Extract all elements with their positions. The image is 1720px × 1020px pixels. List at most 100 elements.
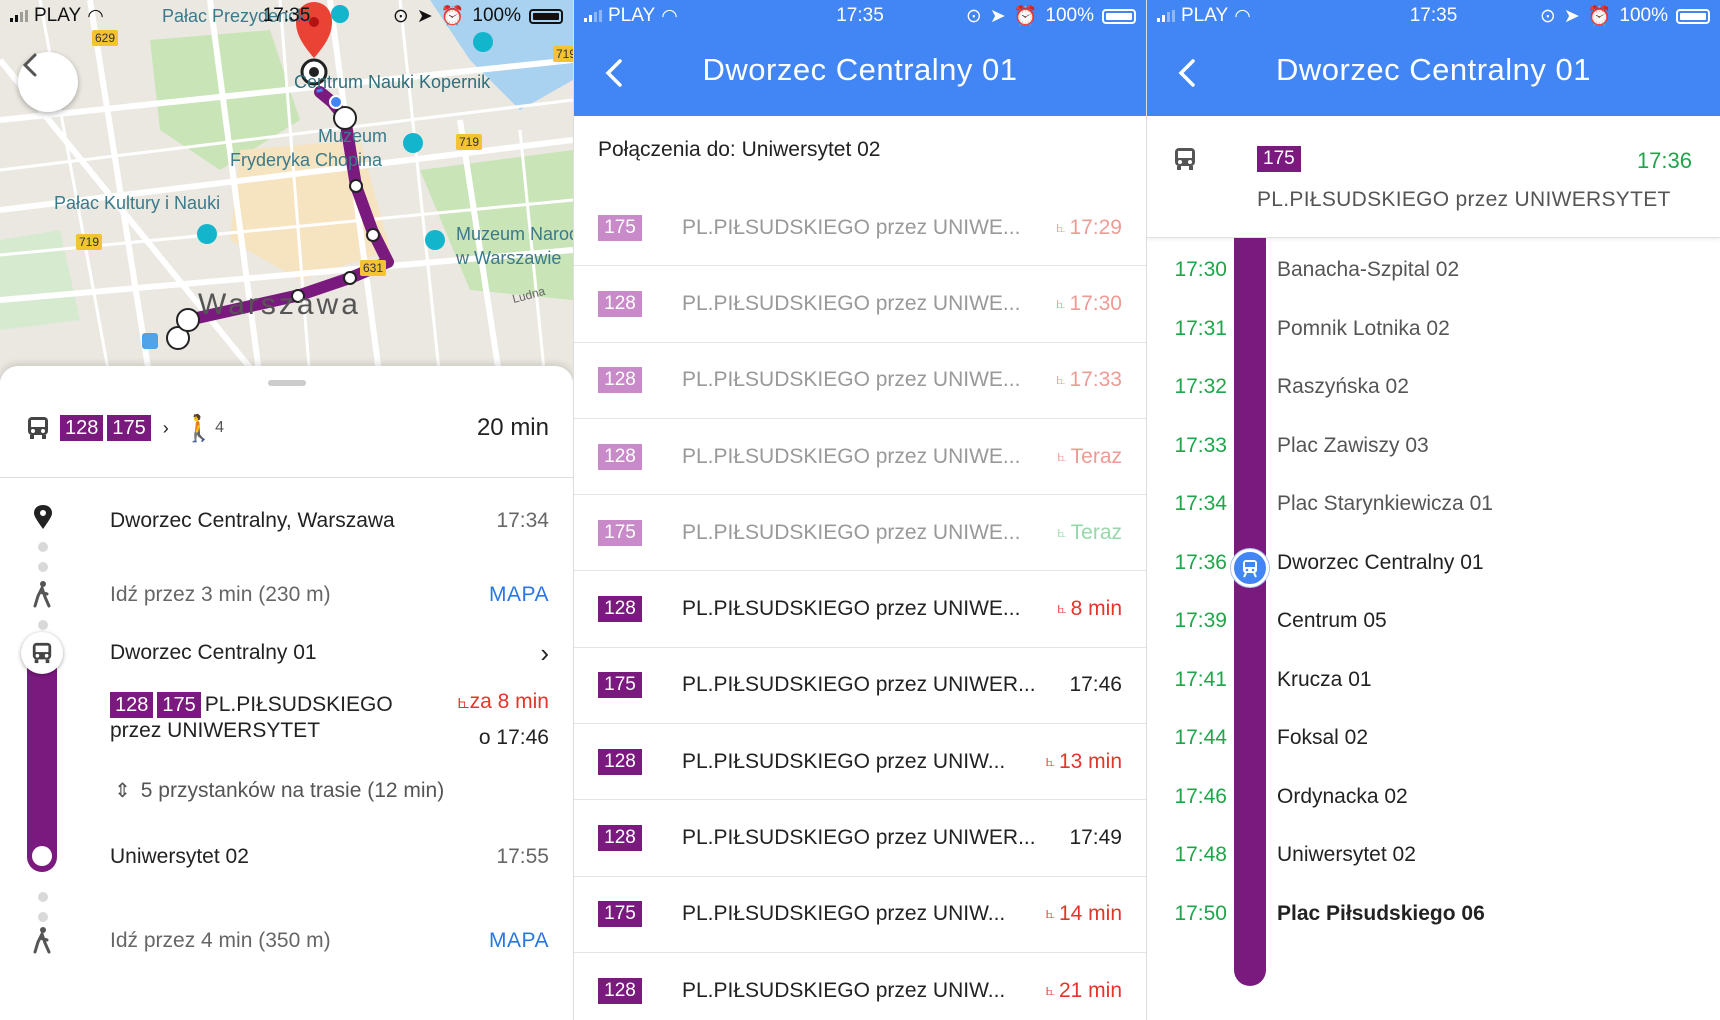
back-button[interactable] [598, 56, 632, 90]
back-button[interactable] [1171, 56, 1205, 90]
walk-step-1: Idź przez 3 min (230 m) MAPA [110, 580, 549, 610]
trip-stop-row[interactable]: 17:36 Dworzec Centralny 01 [1147, 531, 1720, 595]
route-sheet[interactable]: 128 175 › 🚶 4 20 min Dworzec Centralny, … [0, 366, 573, 1020]
app-bar: PLAY ◠ 17:35 ⊙ ➤ ⏰ 100% Dworzec Centraln… [574, 0, 1146, 116]
departure-row[interactable]: 175 PL.PIŁSUDSKIEGO przez UNIWER... 17:46 [574, 648, 1146, 725]
status-bar: PLAY ◠ 17:35 ⊙ ➤ ⏰ 100% [0, 0, 573, 32]
transit-stop-name: Dworzec Centralny 01 [110, 641, 317, 664]
departure-row[interactable]: 175 PL.PIŁSUDSKIEGO przez UNIWE... ⦜ 17:29 [574, 190, 1146, 267]
map-label-chopin: Fryderyka Chopina [230, 150, 383, 170]
trip-stop-time: 17:30 [1174, 258, 1227, 281]
stops-expander[interactable]: ⇕ 5 przystanków na trasie (12 min) [114, 778, 444, 803]
walk-step-text: Idź przez 3 min (230 m) [110, 583, 331, 606]
map-link-button[interactable]: MAPA [489, 583, 549, 606]
trip-stop-name: Krucza 01 [1277, 667, 1372, 691]
departure-destination: PL.PIŁSUDSKIEGO przez UNIWER... [682, 673, 1036, 697]
line-chip-128: 128 [110, 692, 154, 718]
departure-row[interactable]: 175 PL.PIŁSUDSKIEGO przez UNIW... ⦜ 14 min [574, 877, 1146, 953]
departures-screen: PLAY ◠ 17:35 ⊙ ➤ ⏰ 100% Dworzec Centraln… [573, 0, 1146, 1020]
location-icon: ➤ [1563, 5, 1580, 27]
departure-time: ⦜ 14 min [1046, 902, 1122, 926]
trip-stop-row[interactable]: 17:41 Krucza 01 [1147, 648, 1720, 712]
map-label-palac-prezydencki: Pałac Prezydencki [162, 6, 311, 26]
trip-stop-row[interactable]: 17:44 Foksal 02 [1147, 706, 1720, 770]
walk-dot [38, 542, 48, 552]
trip-stop-row[interactable]: 17:31 Pomnik Lotnika 02 [1147, 297, 1720, 361]
realtime-icon: ⦜ [1057, 600, 1067, 618]
departure-time-text: 17:29 [1069, 215, 1122, 239]
signal-icon [1157, 10, 1175, 22]
alarm-icon: ⏰ [440, 6, 465, 27]
realtime-text: za 8 min [469, 690, 549, 713]
trip-stop-time: 17:41 [1174, 667, 1227, 691]
back-arrow-icon [605, 59, 622, 87]
app-bar: PLAY ◠ 17:35 ⊙ ➤ ⏰ 100% Dworzec Centraln… [1147, 0, 1720, 116]
departure-row[interactable]: 128 PL.PIŁSUDSKIEGO przez UNIW... ⦜ 13 min [574, 724, 1146, 801]
chevron-right-icon: › [162, 417, 169, 438]
departure-row[interactable]: 128 PL.PIŁSUDSKIEGO przez UNIWE... ⦜ 8 min [574, 571, 1146, 648]
trip-stop-row[interactable]: 17:39 Centrum 05 [1147, 589, 1720, 653]
line-chip: 175 [598, 519, 642, 546]
line-chip: 128 [598, 290, 642, 317]
departure-row[interactable]: 175 PL.PIŁSUDSKIEGO przez UNIWE... ⦜ Teraz [574, 495, 1146, 572]
route-details-screen: Pałac Prezydencki Centrum Nauki Kopernik… [0, 0, 573, 1020]
departure-row[interactable]: 128 PL.PIŁSUDSKIEGO przez UNIWE... ⦜ 17:30 [574, 266, 1146, 343]
back-button[interactable] [18, 52, 78, 112]
map-view[interactable]: Pałac Prezydencki Centrum Nauki Kopernik… [0, 0, 573, 380]
transit-direction-via: przez UNIWERSYTET [110, 719, 321, 742]
transit-stop-row[interactable]: Dworzec Centralny 01 › [110, 638, 549, 668]
departure-time-text: 17:30 [1069, 291, 1122, 315]
road-badge-719-west: 719 [76, 234, 103, 250]
departure-row[interactable]: 128 PL.PIŁSUDSKIEGO przez UNIWE... ⦜ 17:33 [574, 343, 1146, 419]
trip-stop-row[interactable]: 17:30 Banacha-Szpital 02 [1147, 238, 1720, 302]
trip-stop-row[interactable]: 17:46 Ordynacka 02 [1147, 765, 1720, 829]
departure-time: ⦜ 8 min [1058, 597, 1122, 621]
trip-stop-time: 17:46 [1174, 784, 1227, 808]
line-chip-175: 175 [157, 692, 201, 718]
current-stop-marker [1231, 549, 1269, 587]
trip-stop-row[interactable]: 17:33 Plac Zawiszy 03 [1147, 414, 1720, 478]
realtime-icon: ⦜ [1057, 447, 1067, 465]
walk-icon [33, 927, 51, 954]
trip-stop-name: Centrum 05 [1277, 609, 1387, 632]
departure-destination: PL.PIŁSUDSKIEGO przez UNIWE... [682, 291, 1021, 315]
map-link-button[interactable]: MAPA [489, 929, 549, 952]
bus-icon [1175, 148, 1195, 170]
departure-row[interactable]: 128 PL.PIŁSUDSKIEGO przez UNIW... ⦜ 21 min [574, 953, 1146, 1020]
line-chip-175: 175 [107, 415, 151, 441]
departure-destination: PL.PIŁSUDSKIEGO przez UNIWER... [682, 826, 1036, 850]
departure-row[interactable]: 128 PL.PIŁSUDSKIEGO przez UNIWER... 17:49 [574, 800, 1146, 877]
itinerary-start[interactable]: Dworzec Centralny, Warszawa 17:34 [110, 506, 549, 536]
departure-destination: PL.PIŁSUDSKIEGO przez UNIW... [682, 749, 1006, 773]
back-arrow-icon [22, 53, 37, 77]
battery-percent: 100% [1045, 5, 1094, 26]
map-label-centrum-nauki: Centrum Nauki Kopernik [294, 72, 491, 92]
transit-direction: PL.PIŁSUDSKIEGO [204, 693, 393, 716]
trip-stop-time: 17:44 [1174, 726, 1227, 749]
trip-stop-row[interactable]: 17:50 Plac Piłsudskiego 06 [1147, 882, 1720, 946]
departure-row[interactable]: 128 PL.PIŁSUDSKIEGO przez UNIWE... ⦜ Teraz [574, 419, 1146, 496]
trip-stop-name: Plac Starynkiewicza 01 [1277, 492, 1493, 515]
trip-screen: PLAY ◠ 17:35 ⊙ ➤ ⏰ 100% Dworzec Centraln… [1146, 0, 1720, 1020]
trip-stop-row[interactable]: 17:48 Uniwersytet 02 [1147, 823, 1720, 887]
battery-icon [529, 8, 563, 24]
line-chip: 175 [1257, 146, 1301, 172]
trip-stop-row[interactable]: 17:32 Raszyńska 02 [1147, 355, 1720, 419]
tram-icon [1243, 560, 1257, 578]
trip-stop-row[interactable]: 17:34 Plac Starynkiewicza 01 [1147, 472, 1720, 536]
departure-time-text: 17:46 [1069, 673, 1122, 697]
trip-stop-name: Plac Piłsudskiego 06 [1277, 901, 1485, 925]
walk-icon [33, 581, 51, 608]
trip-stop-time: 17:48 [1174, 843, 1227, 866]
departure-destination: PL.PIŁSUDSKIEGO przez UNIWE... [682, 597, 1021, 621]
road-badge-719: 719 [456, 134, 483, 150]
itinerary-destination-stop[interactable]: Uniwersytet 02 17:55 [110, 842, 549, 872]
departure-time: 17:46 [1069, 673, 1122, 697]
location-icon: ➤ [989, 5, 1006, 27]
sheet-drag-handle[interactable] [268, 380, 306, 386]
departure-destination: PL.PIŁSUDSKIEGO przez UNIW... [682, 978, 1006, 1002]
walk-step-text: Idź przez 4 min (350 m) [110, 929, 331, 952]
trip-stop-time: 17:33 [1174, 433, 1227, 457]
departure-time: ⦜ 17:29 [1056, 216, 1122, 240]
trip-stop-time: 17:36 [1174, 550, 1227, 574]
